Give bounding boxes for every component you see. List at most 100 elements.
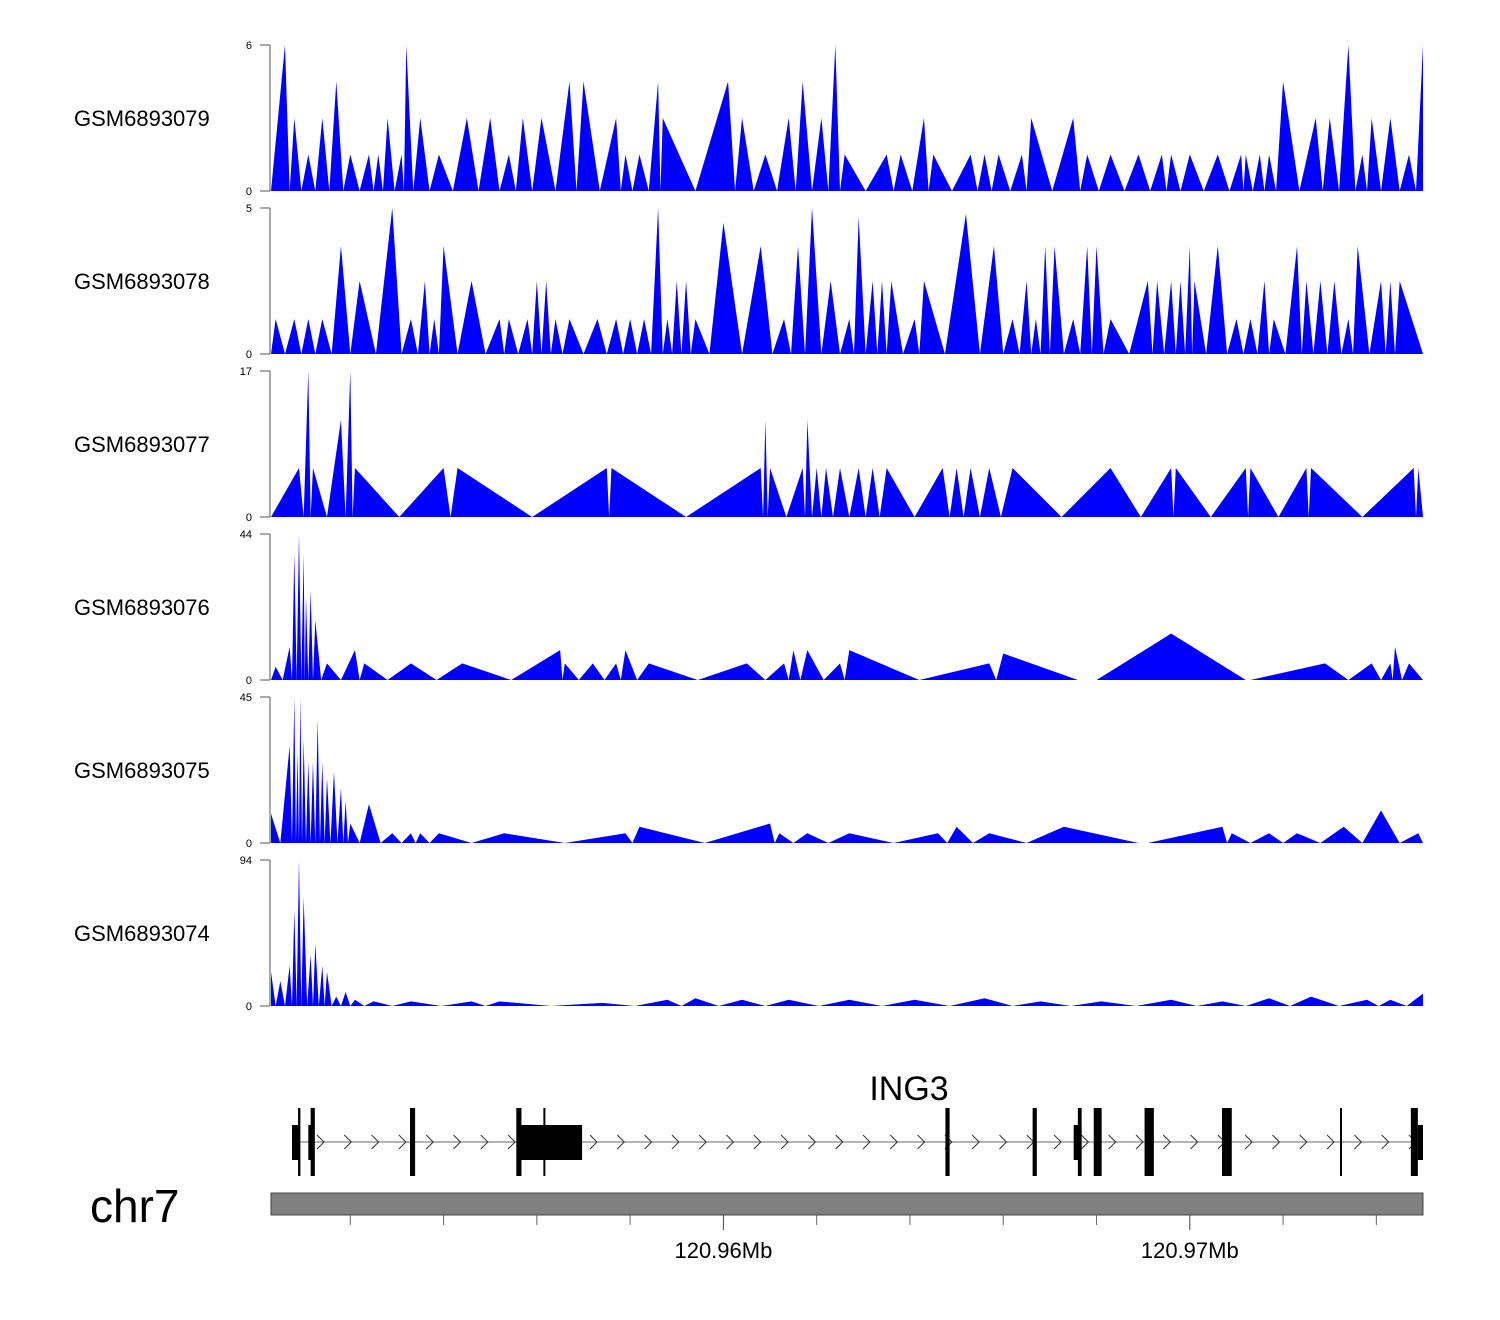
signal-peak xyxy=(429,154,453,191)
signal-peak xyxy=(672,281,682,354)
signal-peak xyxy=(271,45,290,191)
signal-peak xyxy=(1248,468,1279,517)
signal-peak xyxy=(623,318,638,354)
strand-arrow-icon xyxy=(1299,1134,1308,1150)
strand-arrow-icon xyxy=(753,1134,762,1150)
signal-peak xyxy=(1000,468,1062,517)
signal-peak xyxy=(634,999,682,1006)
signal-peak xyxy=(979,245,1004,354)
signal-peak xyxy=(345,371,353,517)
signal-peak xyxy=(392,1001,442,1006)
strand-arrow-icon xyxy=(1381,1134,1390,1150)
signal-peak xyxy=(1252,154,1265,191)
strand-arrow-icon xyxy=(1244,1134,1253,1150)
signal-peak xyxy=(555,81,577,191)
signal-peak xyxy=(772,318,792,354)
signal-peak xyxy=(1381,663,1393,680)
signal-peak xyxy=(1369,281,1386,354)
strand-arrow-icon xyxy=(425,1134,434,1150)
track-GSM6893076: GSM6893076 44 0 xyxy=(74,529,1423,687)
signal-peak xyxy=(1243,154,1253,191)
exon-block xyxy=(945,1108,950,1176)
strand-arrow-icon xyxy=(698,1134,707,1150)
signal-peak xyxy=(562,663,579,680)
signal-peak xyxy=(1150,154,1167,191)
signal-peak xyxy=(763,419,768,517)
signal-peak xyxy=(562,318,584,354)
signal-peak xyxy=(1367,118,1382,191)
signal-peak xyxy=(819,999,882,1006)
signal-peak xyxy=(1250,833,1284,843)
exon-block xyxy=(1221,1108,1232,1176)
strand-arrow-icon xyxy=(835,1134,844,1150)
strand-arrow-icon xyxy=(862,1134,871,1150)
signal-peak xyxy=(330,771,338,843)
signal-peak xyxy=(1166,154,1181,191)
y-tick-label-min: 0 xyxy=(246,349,252,361)
signal-peak xyxy=(1080,154,1099,191)
signal-peak xyxy=(1206,245,1228,354)
signal-peak xyxy=(718,999,766,1006)
strand-arrow-icon xyxy=(480,1134,489,1150)
signal-peak xyxy=(753,154,778,191)
signal-peak xyxy=(315,118,330,191)
signal-peak xyxy=(793,833,829,843)
signal-peak xyxy=(321,663,341,680)
signal-peak xyxy=(637,663,698,680)
y-tick-label-min: 0 xyxy=(246,512,252,524)
strand-arrow-icon xyxy=(726,1134,735,1150)
signal-peak xyxy=(1402,663,1423,680)
signal-peak xyxy=(821,468,834,517)
strand-arrow-icon xyxy=(1354,1134,1363,1150)
signal-peak xyxy=(1299,118,1323,191)
strand-arrow-icon xyxy=(999,1134,1008,1150)
signal-peak xyxy=(1322,118,1340,191)
signal-peak xyxy=(324,778,331,843)
signal-peak xyxy=(1257,281,1270,354)
y-tick-label-max: 17 xyxy=(240,366,252,378)
utr-block xyxy=(1417,1125,1423,1160)
signal-peak xyxy=(1192,281,1207,354)
signal-peak xyxy=(271,813,281,843)
signal-peak xyxy=(282,646,292,680)
signal-peak xyxy=(485,318,505,354)
signal-peak xyxy=(291,909,297,1006)
signal-peak xyxy=(604,663,621,680)
signal-peak xyxy=(511,650,563,680)
signal-peak xyxy=(774,833,794,843)
signal-peak xyxy=(681,998,719,1006)
signal-peak xyxy=(583,318,607,354)
signal-peak xyxy=(1173,468,1211,517)
signal-peak xyxy=(364,1001,393,1006)
signal-peak xyxy=(1392,646,1403,680)
signal-peak xyxy=(415,833,430,843)
signal-peak xyxy=(991,154,1011,191)
signal-peak xyxy=(340,992,351,1006)
signal-peak xyxy=(947,826,973,843)
track-label: GSM6893075 xyxy=(74,758,210,783)
signal-peak xyxy=(1348,663,1382,680)
signal-peak xyxy=(1285,245,1302,354)
y-tick-label-max: 94 xyxy=(240,855,252,867)
signal-peak xyxy=(504,318,519,354)
signal-peak xyxy=(450,468,533,517)
signal-peak xyxy=(1385,281,1396,354)
signal-peak xyxy=(301,897,308,1006)
strand-arrow-icon xyxy=(1108,1134,1117,1150)
signal-peak xyxy=(324,971,332,1006)
signal-peak xyxy=(296,534,302,680)
signal-peak xyxy=(1399,833,1423,843)
signal-peak xyxy=(951,154,978,191)
signal-peak xyxy=(1031,318,1041,354)
signal-peak xyxy=(902,318,920,354)
signal-peak xyxy=(791,245,806,354)
signal-peak xyxy=(301,154,316,191)
y-tick-label-min: 0 xyxy=(246,675,252,687)
signal-peak xyxy=(318,965,325,1006)
strand-arrow-icon xyxy=(1326,1134,1335,1150)
signal-peak xyxy=(893,154,913,191)
signal-peak xyxy=(275,981,285,1006)
signal-peak xyxy=(977,154,992,191)
signal-peak xyxy=(337,787,344,843)
gene-name-label: ING3 xyxy=(869,1070,948,1108)
